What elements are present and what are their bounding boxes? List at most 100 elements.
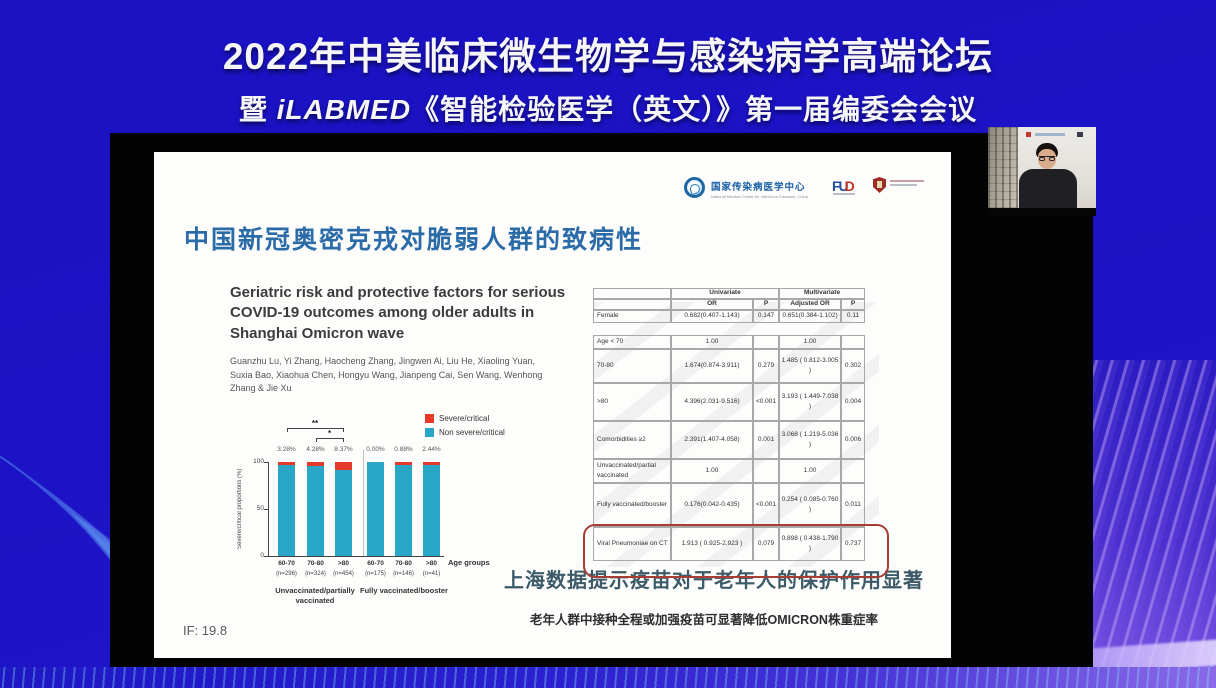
glasses-lens bbox=[1039, 157, 1045, 161]
aor-cell: 3.193 ( 1.449-7.038 ) bbox=[779, 383, 841, 421]
legend-item-nonsevere: Non severe/critical bbox=[425, 428, 505, 437]
nmcid-logo-text: 国家传染病医学中心 National Medical Center for In… bbox=[711, 179, 821, 199]
row-label: Viral Pneumoniae on CT bbox=[593, 527, 671, 561]
severe-segment bbox=[423, 462, 440, 465]
column-header: P bbox=[841, 299, 865, 310]
severe-segment bbox=[278, 462, 295, 466]
building-backdrop bbox=[988, 127, 1018, 208]
age-tick-label: >80 bbox=[337, 560, 350, 567]
red-logo-mark bbox=[1026, 132, 1031, 137]
stacked-bar bbox=[395, 462, 412, 556]
p-cell: 0.079 bbox=[753, 527, 779, 561]
presentation-slide: 国家传染病医学中心 National Medical Center for In… bbox=[154, 152, 951, 658]
y-tick-mark bbox=[264, 509, 268, 510]
p-cell bbox=[841, 459, 865, 483]
age-tick-label: 60-70 bbox=[278, 560, 295, 567]
age-tick-label: 70-80 bbox=[395, 560, 412, 567]
stacked-bar bbox=[278, 462, 295, 556]
sample-size-label: (n=175) bbox=[365, 571, 386, 577]
org-name-cn: 国家传染病医学中心 bbox=[711, 182, 806, 193]
conference-title: 2022年中美临床微生物学与感染病学高端论坛 bbox=[222, 36, 994, 77]
or-cell: 4.396(2.031-9.516) bbox=[671, 383, 753, 421]
group-divider-line bbox=[363, 450, 364, 556]
org-name-en: National Medical Center for Infectious D… bbox=[711, 194, 808, 199]
legend-item-severe: Severe/critical bbox=[425, 414, 505, 423]
webcam-bottom-bar bbox=[988, 208, 1096, 216]
fudan-logo-fu: FU bbox=[832, 178, 849, 194]
odds-ratio-table: Univariate Multivariate OR P Adjusted OR P Fem… bbox=[593, 288, 865, 561]
sample-size-label: (n=41) bbox=[422, 571, 441, 577]
p-cell: 0.11 bbox=[841, 310, 865, 323]
p-cell: 0.147 bbox=[753, 310, 779, 323]
p-cell bbox=[753, 459, 779, 483]
p-cell: 0.011 bbox=[841, 483, 865, 527]
fudan-logo-icon: FUD bbox=[832, 178, 862, 198]
huashan-logo-text bbox=[890, 180, 924, 188]
subtitle-suffix: 《智能检验医学（英文）》第一届编委会会议 bbox=[411, 94, 978, 125]
impact-factor-label: IF: 19.8 bbox=[183, 623, 228, 638]
severe-segment bbox=[307, 462, 324, 467]
column-header: OR bbox=[671, 299, 753, 310]
aor-cell: 3.068 ( 1.219-5.036 ) bbox=[779, 421, 841, 459]
age-tick-label: >80 bbox=[425, 560, 438, 567]
column-header: Adjusted OR bbox=[779, 299, 841, 310]
y-tick-mark bbox=[264, 462, 268, 463]
chart-legend: Severe/critical Non severe/critical bbox=[425, 414, 505, 442]
row-label: 70-80 bbox=[593, 349, 671, 383]
row-label: >80 bbox=[593, 383, 671, 421]
or-cell: 1.913 ( 0.925-2.923 ) bbox=[671, 527, 753, 561]
bar-value-label: 8.37% bbox=[334, 446, 353, 453]
table-body-section: Age < 70 1.00 1.00 70-80 1.674(0.874-3.911) 0… bbox=[593, 335, 865, 561]
background-light-streaks-right bbox=[1091, 360, 1216, 688]
y-tick-mark bbox=[264, 556, 268, 557]
fudan-logo-d: D bbox=[844, 178, 855, 194]
bar-value-label: 4.28% bbox=[306, 446, 325, 453]
table-cell bbox=[593, 288, 671, 299]
stacked-bar bbox=[367, 462, 384, 556]
sample-size-label: (n=324) bbox=[305, 571, 326, 577]
y-tick-label: 0 bbox=[260, 552, 264, 559]
column-header: P bbox=[753, 299, 779, 310]
highlight-box bbox=[583, 524, 889, 578]
webcam-header-logos bbox=[1026, 132, 1083, 137]
or-cell: 0.682(0.407-1.143) bbox=[671, 310, 753, 323]
slide-title: 中国新冠奥密克戎对脆弱人群的致病性 bbox=[184, 226, 644, 254]
bar-value-label: 3.28% bbox=[277, 446, 296, 453]
conclusion-text: 上海数据提示疫苗对于老年人的保护作用显著 bbox=[504, 570, 924, 592]
bar-chart: Severe/critical Non severe/critical Seve… bbox=[237, 410, 554, 625]
table-cell bbox=[593, 299, 671, 310]
legend-label: Severe/critical bbox=[439, 414, 490, 423]
legend-label: Non severe/critical bbox=[439, 428, 505, 437]
p-cell: 0.302 bbox=[841, 349, 865, 383]
nonsevere-color-swatch bbox=[425, 428, 434, 437]
sample-size-label: (n=454) bbox=[333, 571, 354, 577]
sample-size-label: (n=146) bbox=[393, 571, 414, 577]
y-tick-label: 100 bbox=[253, 458, 264, 465]
significance-label: ** bbox=[311, 419, 319, 428]
y-tick-label: 50 bbox=[256, 505, 264, 512]
stacked-bar bbox=[335, 462, 352, 556]
or-cell: 1.00 bbox=[671, 459, 753, 483]
row-label: Female bbox=[593, 310, 671, 323]
p-cell: 0.737 bbox=[841, 527, 865, 561]
nmcid-globe-logo-icon bbox=[684, 177, 705, 198]
speaker-webcam[interactable] bbox=[988, 127, 1096, 216]
glasses-lens bbox=[1049, 157, 1055, 161]
row-label: Unvaccinated/partial vaccinated bbox=[593, 459, 671, 483]
stacked-bar bbox=[307, 462, 324, 556]
severe-segment bbox=[335, 462, 352, 470]
y-axis-line bbox=[268, 462, 269, 556]
speaker-torso bbox=[1019, 169, 1077, 208]
subtitle-prefix: 暨 bbox=[238, 94, 277, 125]
vaccination-group-label: Fully vaccinated/booster bbox=[360, 586, 448, 595]
subtitle-journal-name: iLABMED bbox=[276, 94, 412, 125]
table-header-section: Univariate Multivariate OR P Adjusted OR P Fem… bbox=[593, 288, 865, 323]
x-axis-label: Age groups bbox=[448, 558, 490, 567]
paper-authors: Guanzhu Lu, Yi Zhang, Haocheng Zhang, Ji… bbox=[230, 356, 543, 393]
slide-logo-strip: 国家传染病医学中心 National Medical Center for In… bbox=[682, 174, 942, 204]
bar-value-label: 2.44% bbox=[422, 446, 441, 453]
conference-banner: 2022年中美临床微生物学与感染病学高端论坛 暨 iLABMED《智能检验医学（… bbox=[0, 0, 1216, 128]
huashan-shield-icon bbox=[873, 177, 886, 193]
dark-logo-mark bbox=[1077, 132, 1083, 137]
bar-value-label: 0.88% bbox=[394, 446, 413, 453]
